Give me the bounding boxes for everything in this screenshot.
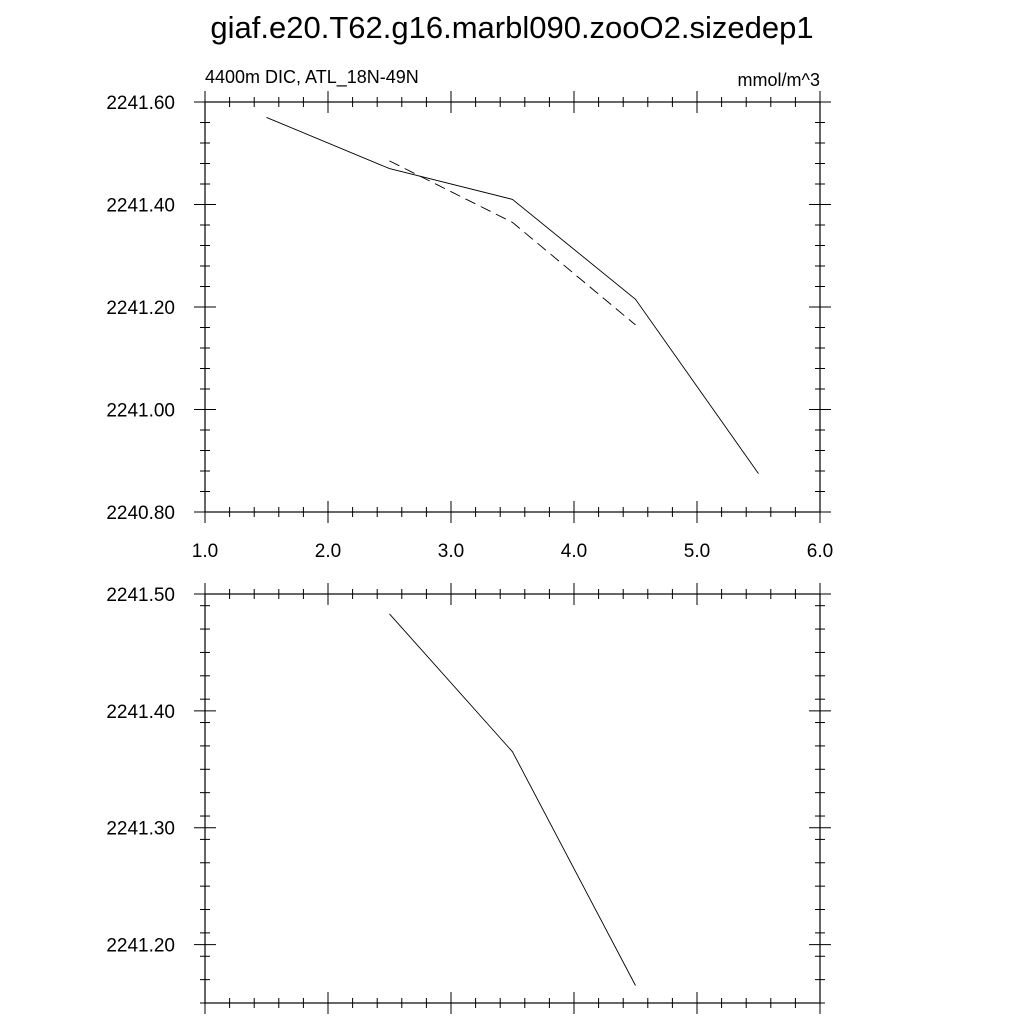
- y-tick-label: 2241.20: [106, 936, 175, 957]
- y-tick-label: 2241.40: [106, 702, 175, 723]
- x-tick-label: 2.0: [315, 541, 341, 562]
- y-tick-label: 2241.30: [106, 819, 175, 840]
- series-line-solid: [389, 613, 636, 986]
- y-tick-label: 2241.40: [106, 196, 175, 217]
- top-panel-units-label: mmol/m^3: [738, 70, 820, 90]
- bottom-panel: 2241.20 2241.30 2241.40 2241.50: [106, 583, 831, 1014]
- y-tick-label: 2241.00: [106, 401, 175, 422]
- x-tick-label: 3.0: [438, 541, 464, 562]
- top-panel: 4400m DIC, ATL_18N-49N mmol/m^3 2240.802…: [106, 67, 833, 562]
- bottom-axis-tick-labels: 2241.20 2241.30 2241.40 2241.50: [106, 585, 175, 957]
- y-tick-label: 2241.60: [106, 93, 175, 114]
- y-tick-label: 2241.20: [106, 298, 175, 319]
- top-axis-ticks: [194, 91, 831, 523]
- x-tick-label: 1.0: [192, 541, 218, 562]
- top-axis-tick-labels: 2240.80 2241.00 2241.20 2241.40 2241.60 1.0 2.…: [106, 93, 833, 562]
- bottom-series-group: [389, 613, 636, 986]
- top-plot-frame: [204, 101, 821, 513]
- y-tick-label: 2240.80: [106, 503, 175, 524]
- x-tick-label: 6.0: [807, 541, 833, 562]
- x-tick-label: 4.0: [561, 541, 587, 562]
- series-line-solid: [266, 116, 759, 474]
- series-line-dashed: [389, 160, 636, 326]
- bottom-plot-frame: [204, 593, 821, 1004]
- top-panel-left-label: 4400m DIC, ATL_18N-49N: [205, 67, 419, 88]
- bottom-axis-ticks: [194, 583, 831, 1014]
- main-title: giaf.e20.T62.g16.marbl090.zooO2.sizedep1: [210, 10, 813, 45]
- y-tick-label: 2241.50: [106, 585, 175, 606]
- x-tick-label: 5.0: [684, 541, 710, 562]
- top-series-group: [266, 116, 759, 474]
